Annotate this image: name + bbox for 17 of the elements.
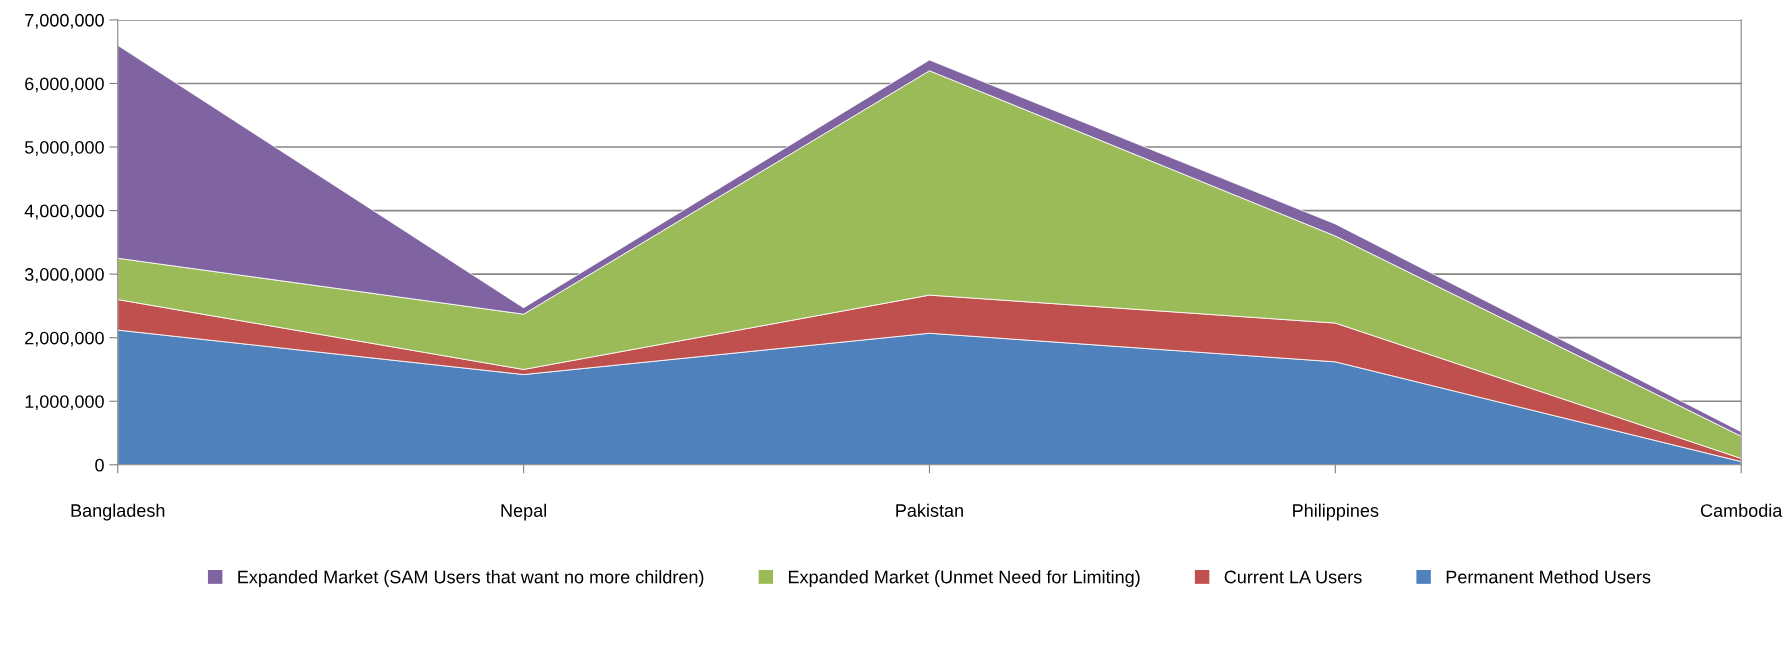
- y-tick-label: 7,000,000: [25, 13, 104, 29]
- legend-label: Permanent Method Users: [1446, 570, 1651, 584]
- y-tick-label: 0: [95, 458, 104, 472]
- x-tick-label: Pakistan: [896, 503, 963, 517]
- y-tick-label: 3,000,000: [24, 268, 104, 283]
- legend-label: Expanded Market (SAM Users that want no more children): [238, 570, 704, 587]
- y-tick-label: 4,000,000: [24, 204, 104, 220]
- x-tick-label: Bangladesh: [71, 503, 165, 521]
- y-tick-label: 6,000,000: [25, 77, 104, 93]
- legend-label: Expanded Market (Unmet Need for Limiting): [788, 570, 1140, 587]
- x-tick-label: Nepal: [501, 503, 546, 521]
- x-tick-label: Cambodia: [1700, 503, 1783, 517]
- y-tick-label: 5,000,000: [24, 140, 104, 156]
- legend-label: Current LA Users: [1224, 570, 1362, 584]
- y-tick-label: 1,000,000: [25, 395, 104, 411]
- x-tick-label: Philippines: [1293, 503, 1379, 521]
- y-tick-label: 2,000,000: [25, 331, 104, 347]
